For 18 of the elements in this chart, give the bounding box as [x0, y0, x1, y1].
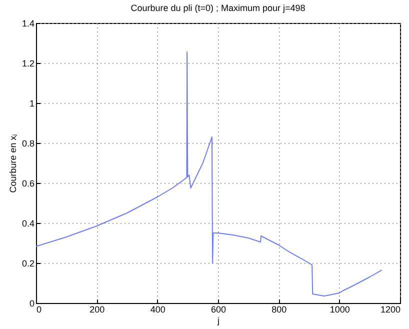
x-tick-label: 1000 — [330, 304, 350, 314]
y-tick-label: 1.4 — [22, 18, 34, 28]
y-tick-label: 0.8 — [22, 138, 34, 148]
x-tick-label: 600 — [210, 304, 226, 314]
x-tick-label: 0 — [36, 304, 42, 314]
x-tick-label: 800 — [272, 304, 287, 314]
line-series — [36, 52, 382, 296]
y-tick-label: 1 — [29, 98, 34, 108]
y-tick-label: 0.4 — [22, 218, 34, 228]
y-tick-label: 0.2 — [22, 258, 34, 268]
x-tick-label: 200 — [90, 304, 105, 314]
y-tick-label: 0.6 — [22, 178, 34, 188]
x-tick-label: 1200 — [380, 304, 400, 314]
y-tick-label: 1.2 — [22, 58, 34, 68]
x-axis-title: j — [216, 316, 220, 326]
chart-title: Courbure du pli (t=0) ; Maximum pour j=498 — [130, 3, 306, 13]
y-axis-title: Courbure en xⱼ — [8, 134, 18, 193]
x-tick-label: 400 — [150, 304, 166, 314]
